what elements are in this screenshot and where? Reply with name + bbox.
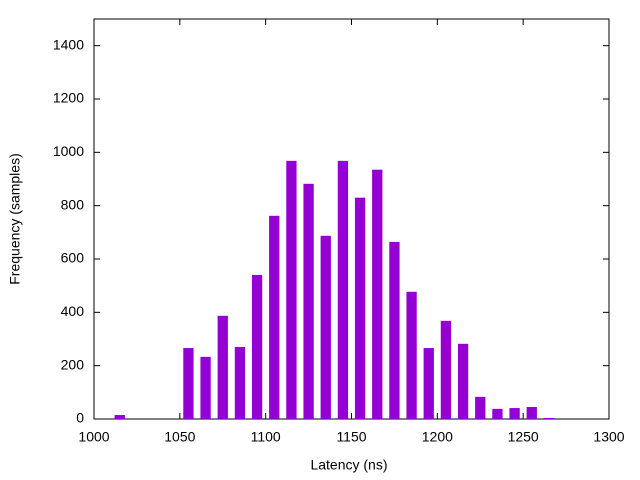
y-tick-label: 1200	[53, 90, 84, 106]
bar	[217, 315, 228, 419]
bar	[509, 408, 520, 419]
x-tick-label: 1050	[164, 429, 195, 445]
bar	[286, 160, 297, 419]
bar	[114, 415, 125, 419]
y-tick-label: 600	[61, 250, 85, 266]
x-tick-label: 1200	[422, 429, 453, 445]
y-tick-label: 1000	[53, 143, 84, 159]
bar	[526, 407, 537, 419]
bar	[406, 291, 417, 419]
plot-frame	[93, 18, 610, 420]
bar	[200, 356, 211, 419]
bar	[372, 169, 383, 419]
y-axis-label: Frequency (samples)	[7, 153, 23, 285]
bar	[303, 183, 314, 419]
y-tick-label: 200	[61, 356, 85, 372]
bar	[440, 320, 452, 419]
bar	[269, 215, 280, 419]
bar	[320, 235, 331, 419]
y-tick-label: 0	[76, 410, 84, 426]
bar	[234, 347, 246, 419]
bar	[457, 343, 469, 419]
x-tick-label: 1250	[508, 429, 539, 445]
bar	[475, 396, 486, 419]
x-tick-label: 1100	[251, 429, 281, 445]
bar	[423, 348, 434, 419]
x-axis-label: Latency (ns)	[310, 457, 387, 473]
bar	[492, 408, 503, 419]
y-tick-label: 400	[61, 303, 85, 319]
bar	[389, 241, 400, 419]
bar	[543, 417, 555, 419]
bar	[354, 197, 366, 419]
bar	[251, 275, 263, 419]
x-tick-label: 1000	[78, 429, 109, 445]
y-tick-label: 800	[61, 196, 85, 212]
y-tick-label: 1400	[53, 36, 84, 52]
x-tick-label: 1300	[593, 429, 624, 445]
bar	[337, 160, 349, 419]
x-tick-label: 1150	[336, 429, 366, 445]
bar	[183, 348, 194, 419]
